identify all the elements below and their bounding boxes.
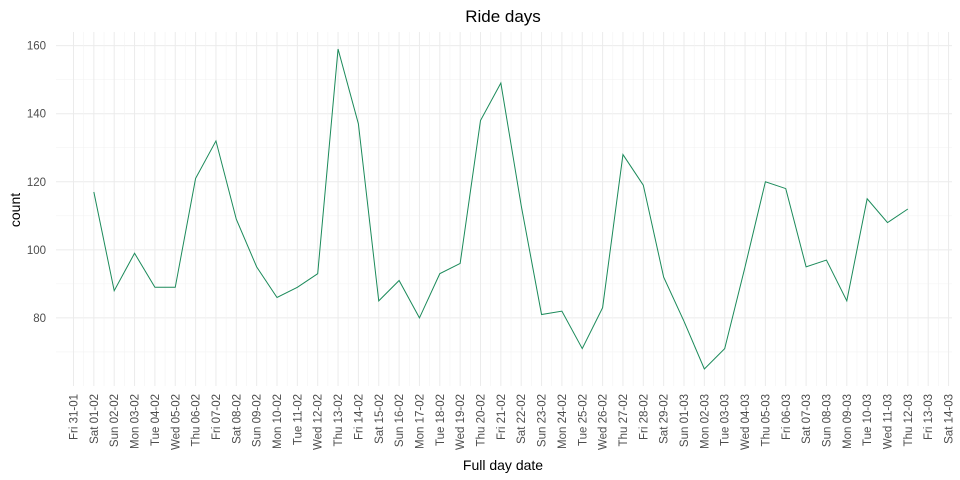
x-tick-label: Tue 04-02: [150, 394, 162, 446]
y-tick-label: 140: [27, 109, 46, 121]
x-tick-label: Mon 02-03: [699, 394, 711, 449]
x-tick-label: Wed 11-03: [883, 394, 895, 449]
grid: [56, 32, 952, 386]
chart-title: Ride days: [465, 7, 541, 26]
x-tick-label: Tue 25-02: [577, 394, 589, 446]
x-tick-label: Sat 14-03: [944, 394, 956, 444]
x-tick-label: Wed 26-02: [598, 394, 610, 450]
x-tick-label: Thu 20-02: [476, 394, 488, 446]
x-tick-label: Sun 23-02: [537, 394, 549, 447]
x-tick-label: Mon 24-02: [557, 394, 569, 449]
x-tick-label: Fri 31-01: [69, 394, 81, 440]
x-tick-label: Sun 09-02: [252, 394, 264, 447]
x-tick-label: Mon 09-03: [842, 394, 854, 449]
x-tick-label: Sat 08-02: [231, 394, 243, 444]
x-axis-title: Full day date: [463, 457, 543, 473]
x-tick-label: Thu 05-03: [760, 394, 772, 446]
x-tick-label: Thu 27-02: [618, 394, 630, 446]
x-tick-label: Tue 03-03: [720, 394, 732, 446]
x-tick-label: Mon 10-02: [272, 394, 284, 449]
x-tick-label: Sat 22-02: [516, 394, 528, 444]
y-axis-title: count: [7, 193, 23, 227]
x-tick-label: Fri 14-02: [353, 394, 365, 440]
x-tick-label: Sun 16-02: [394, 394, 406, 447]
x-tick-label: Fri 13-03: [923, 394, 935, 440]
x-tick-label: Sun 02-02: [109, 394, 121, 447]
x-tick-label: Sun 08-03: [821, 394, 833, 447]
x-tick-label: Sat 01-02: [89, 394, 101, 444]
y-tick-label: 160: [27, 41, 46, 53]
x-tick-label: Wed 12-02: [313, 394, 325, 450]
x-tick-label: Fri 28-02: [638, 394, 650, 440]
series-lines: [93, 48, 909, 370]
x-tick-label: Tue 18-02: [435, 394, 447, 446]
x-tick-label: Sun 01-03: [679, 394, 691, 447]
x-tick-label: Wed 05-02: [170, 394, 182, 450]
x-tick-label: Sat 29-02: [659, 394, 671, 444]
x-tick-label: Wed 19-02: [455, 394, 467, 450]
x-tick-label: Mon 17-02: [414, 394, 426, 449]
x-axis-ticks: Fri 31-01 Sat 01-02 Sun 02-02 Mon 03-02 Tue …: [69, 394, 956, 450]
y-axis-ticks: 80 100 120 140 160: [27, 41, 46, 325]
x-tick-label: Fri 06-03: [781, 394, 793, 440]
y-tick-label: 100: [27, 245, 46, 257]
x-tick-label: Sat 07-03: [801, 394, 813, 444]
x-tick-label: Thu 06-02: [191, 394, 203, 446]
series-line-0: [93, 48, 909, 370]
x-tick-label: Wed 04-03: [740, 394, 752, 450]
y-tick-label: 80: [33, 313, 46, 325]
y-tick-label: 120: [27, 177, 46, 189]
x-tick-label: Fri 21-02: [496, 394, 508, 440]
x-tick-label: Tue 11-02: [292, 394, 304, 445]
x-tick-label: Thu 12-03: [903, 394, 915, 446]
x-tick-label: Fri 07-02: [211, 394, 223, 440]
x-tick-label: Sat 15-02: [374, 394, 386, 444]
x-tick-label: Thu 13-02: [333, 394, 345, 446]
x-tick-label: Tue 10-03: [862, 394, 874, 446]
x-tick-label: Mon 03-02: [130, 394, 142, 449]
